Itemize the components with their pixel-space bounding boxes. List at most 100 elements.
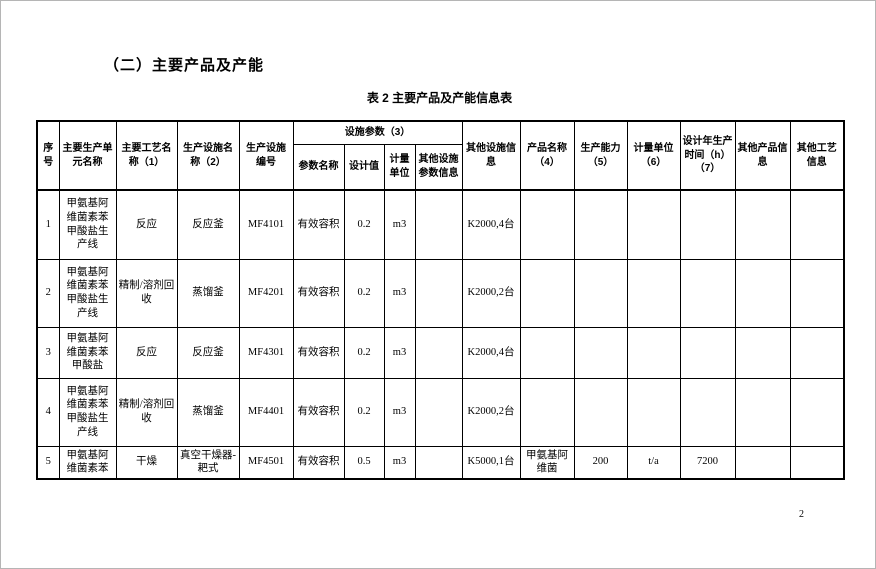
table-cell <box>734 445 791 480</box>
col-header-param-name: 参数名称 <box>292 143 345 191</box>
col-header-seq: 序号 <box>36 120 60 191</box>
table-cell <box>789 377 845 447</box>
col-header-capacity: 生产能力（5） <box>573 120 628 191</box>
table-cell: 0.2 <box>343 189 385 260</box>
table-cell: 甲氨基阿维菌素苯甲酸盐生产线 <box>58 258 117 328</box>
table-caption: 表 2 主要产品及产能信息表 <box>366 91 513 105</box>
table-cell: 5 <box>36 445 60 480</box>
table-cell <box>734 377 791 447</box>
table-cell: 反应 <box>115 189 178 260</box>
table-cell <box>679 189 736 260</box>
table-cell: MF4301 <box>238 326 294 379</box>
col-header-other-param-info: 其他设施参数信息 <box>414 143 463 191</box>
table-cell: K2000,4台 <box>461 326 521 379</box>
table-cell: 反应 <box>115 326 178 379</box>
table-cell: 0.2 <box>343 258 385 328</box>
table-cell <box>789 258 845 328</box>
col-header-facility-code: 生产设施编号 <box>238 120 294 191</box>
table-cell: 3 <box>36 326 60 379</box>
table-cell <box>414 445 463 480</box>
table-row: 4 甲氨基阿维菌素苯甲酸盐生产线 精制/溶剂回收 蒸馏釜 MF4401 有效容积 0.2 m3… <box>36 377 845 447</box>
table-cell <box>573 377 628 447</box>
table-cell: 有效容积 <box>292 189 345 260</box>
header-row-2: 参数名称 设计值 计量单位 其他设施参数信息 <box>37 143 844 191</box>
table-cell <box>414 258 463 328</box>
table-row: 3 甲氨基阿维菌素苯甲酸盐 反应 反应釜 MF4301 有效容积 0.2 m3 K2000,4台 <box>36 326 845 379</box>
products-capacity-table: 序号 主要生产单元名称 主要工艺名称（1） 生产设施名称（2） 生产设施编号 设… <box>36 120 845 480</box>
table-cell: m3 <box>383 258 416 328</box>
table-cell: 200 <box>573 445 628 480</box>
table-cell: MF4101 <box>238 189 294 260</box>
table-cell: 蒸馏釜 <box>176 377 240 447</box>
table-cell: K2000,2台 <box>461 258 521 328</box>
table-cell: 有效容积 <box>292 377 345 447</box>
col-header-facility-name: 生产设施名称（2） <box>176 120 240 191</box>
table-cell: 甲氨基阿维菌 <box>519 445 575 480</box>
table-cell <box>626 258 681 328</box>
table-cell <box>573 189 628 260</box>
table-cell: 反应釜 <box>176 189 240 260</box>
table-cell: 有效容积 <box>292 445 345 480</box>
table-cell <box>789 445 845 480</box>
table-cell <box>734 326 791 379</box>
table-cell: 真空干燥器-耙式 <box>176 445 240 480</box>
table-cell: 甲氨基阿维菌素苯甲酸盐生产线 <box>58 377 117 447</box>
col-header-capacity-unit: 计量单位（6） <box>626 120 681 191</box>
table-cell: 0.5 <box>343 445 385 480</box>
col-header-annual-production-time: 设计年生产时间（h）（7） <box>679 120 736 191</box>
table-row: 2 甲氨基阿维菌素苯甲酸盐生产线 精制/溶剂回收 蒸馏釜 MF4201 有效容积 0.2 m3… <box>36 258 845 328</box>
table-cell <box>789 189 845 260</box>
table-cell: 1 <box>36 189 60 260</box>
table-cell <box>519 258 575 328</box>
col-header-product-name: 产品名称（4） <box>519 120 575 191</box>
col-header-other-product-info: 其他产品信息 <box>734 120 791 191</box>
table-cell: m3 <box>383 189 416 260</box>
table-cell: 0.2 <box>343 377 385 447</box>
col-header-process-name: 主要工艺名称（1） <box>115 120 178 191</box>
table-cell <box>679 326 736 379</box>
page-number: 2 <box>799 509 804 520</box>
table-cell <box>626 377 681 447</box>
table-cell: 甲氨基阿维菌素苯甲酸盐生产线 <box>58 189 117 260</box>
table-cell <box>734 189 791 260</box>
table-cell: 精制/溶剂回收 <box>115 377 178 447</box>
table-cell: MF4501 <box>238 445 294 480</box>
section-heading: （二）主要产品及产能 <box>104 57 265 74</box>
col-header-other-facility-info: 其他设施信息 <box>461 120 521 191</box>
table-cell: K5000,1台 <box>461 445 521 480</box>
table-cell: 有效容积 <box>292 258 345 328</box>
table-cell <box>789 326 845 379</box>
table-cell <box>734 258 791 328</box>
table-header: 序号 主要生产单元名称 主要工艺名称（1） 生产设施名称（2） 生产设施编号 设… <box>36 120 845 191</box>
table-cell: MF4201 <box>238 258 294 328</box>
table-cell <box>519 377 575 447</box>
table-cell: K2000,2台 <box>461 377 521 447</box>
table-cell <box>414 326 463 379</box>
table-cell: 反应釜 <box>176 326 240 379</box>
table-cell <box>414 189 463 260</box>
table-row: 5 甲氨基阿维菌素苯 干燥 真空干燥器-耙式 MF4501 有效容积 0.5 m3 K5000,… <box>36 445 845 480</box>
table-cell: 精制/溶剂回收 <box>115 258 178 328</box>
header-row-1: 序号 主要生产单元名称 主要工艺名称（1） 生产设施名称（2） 生产设施编号 设… <box>36 120 845 191</box>
table-cell: 4 <box>36 377 60 447</box>
table-cell <box>519 189 575 260</box>
col-header-other-process-info: 其他工艺信息 <box>789 120 845 191</box>
table-row: 1 甲氨基阿维菌素苯甲酸盐生产线 反应 反应釜 MF4101 有效容积 0.2 m3 K2000… <box>36 189 845 260</box>
table-cell: 蒸馏釜 <box>176 258 240 328</box>
table-cell: 有效容积 <box>292 326 345 379</box>
table-cell: 甲氨基阿维菌素苯甲酸盐 <box>58 326 117 379</box>
table-cell <box>414 377 463 447</box>
table-cell: MF4401 <box>238 377 294 447</box>
table-cell <box>573 326 628 379</box>
table-cell: K2000,4台 <box>461 189 521 260</box>
table-cell: t/a <box>626 445 681 480</box>
table-cell: 干燥 <box>115 445 178 480</box>
table-cell: m3 <box>383 377 416 447</box>
table-cell <box>679 377 736 447</box>
table-cell <box>519 326 575 379</box>
table-cell: 甲氨基阿维菌素苯 <box>58 445 117 480</box>
col-header-unit-name: 主要生产单元名称 <box>58 120 117 191</box>
table-body: 1 甲氨基阿维菌素苯甲酸盐生产线 反应 反应釜 MF4101 有效容积 0.2 m3 K2000… <box>36 189 845 480</box>
table-cell: 2 <box>36 258 60 328</box>
